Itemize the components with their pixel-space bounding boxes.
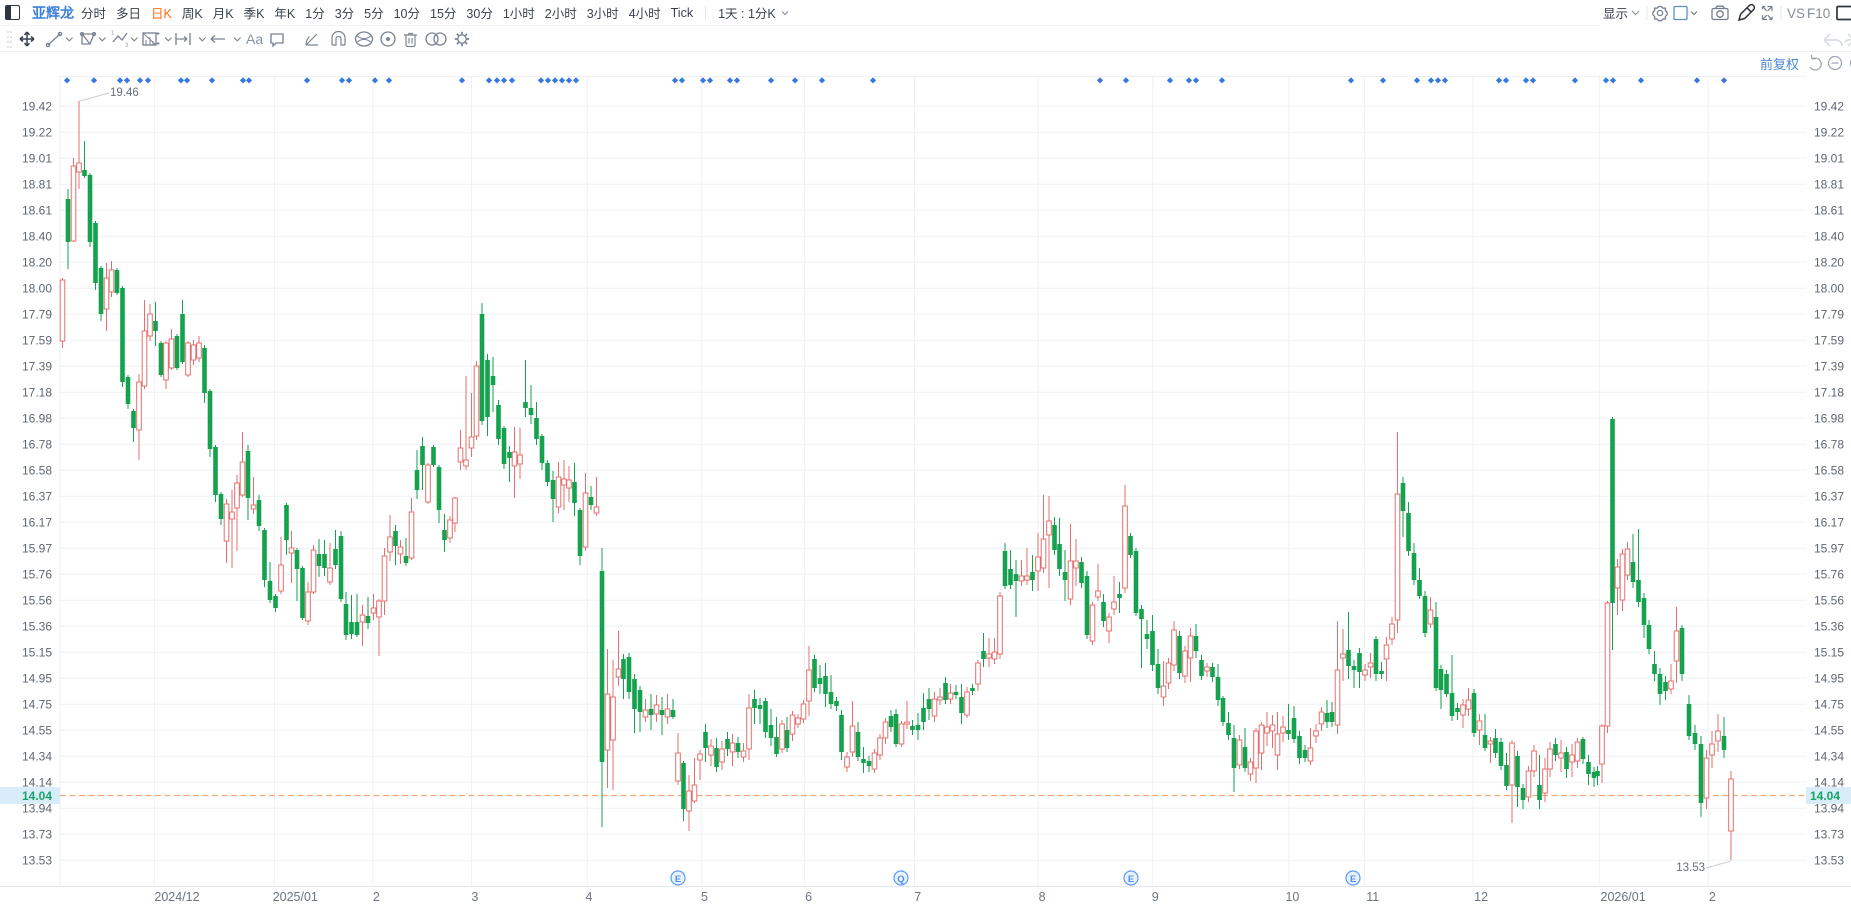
svg-text:18.20: 18.20 — [1814, 256, 1844, 270]
svg-text:17.59: 17.59 — [1814, 334, 1844, 348]
svg-text:14.75: 14.75 — [22, 698, 52, 712]
svg-text:10: 10 — [1285, 890, 1299, 904]
svg-text:F10: F10 — [1807, 6, 1830, 21]
svg-text:15.15: 15.15 — [22, 646, 52, 660]
svg-text:15.56: 15.56 — [22, 594, 52, 608]
svg-text:14.55: 14.55 — [22, 724, 52, 738]
svg-text:18.81: 18.81 — [22, 178, 52, 192]
svg-text:17.39: 17.39 — [22, 360, 52, 374]
svg-text:15.56: 15.56 — [1814, 594, 1844, 608]
svg-text:11: 11 — [1366, 890, 1379, 904]
svg-text:14.55: 14.55 — [1814, 724, 1844, 738]
svg-text:14.14: 14.14 — [1814, 776, 1844, 790]
svg-text:14.04: 14.04 — [1810, 789, 1840, 803]
svg-text:显示: 显示 — [1603, 7, 1628, 21]
svg-text:17.18: 17.18 — [22, 386, 52, 400]
svg-text:14.75: 14.75 — [1814, 698, 1844, 712]
svg-text:16.98: 16.98 — [22, 412, 52, 426]
svg-text:19.01: 19.01 — [1814, 152, 1844, 166]
svg-text:15.36: 15.36 — [1814, 620, 1844, 634]
svg-text:16.78: 16.78 — [22, 438, 52, 452]
svg-text:13.53: 13.53 — [1676, 862, 1705, 874]
svg-text:13.53: 13.53 — [1814, 854, 1844, 868]
svg-text:16.37: 16.37 — [22, 490, 52, 504]
svg-text:13.73: 13.73 — [1814, 828, 1844, 842]
svg-text:16.37: 16.37 — [1814, 490, 1844, 504]
svg-text:13.73: 13.73 — [22, 828, 52, 842]
svg-text:1: 1 — [111, 31, 115, 37]
svg-text:Aa: Aa — [246, 31, 263, 47]
svg-text:2: 2 — [373, 890, 380, 904]
svg-text:14.14: 14.14 — [22, 776, 52, 790]
svg-text:18.81: 18.81 — [1814, 178, 1844, 192]
svg-text:18.61: 18.61 — [1814, 204, 1844, 218]
svg-text:19.42: 19.42 — [22, 100, 52, 114]
svg-text:18.00: 18.00 — [1814, 282, 1844, 296]
svg-text:6: 6 — [805, 890, 812, 904]
svg-text:15.97: 15.97 — [1814, 542, 1844, 556]
svg-text:19.01: 19.01 — [22, 152, 52, 166]
svg-text:2026/01: 2026/01 — [1601, 890, 1646, 904]
svg-text:4: 4 — [586, 890, 593, 904]
svg-text:12: 12 — [1474, 890, 1488, 904]
svg-text:2025/01: 2025/01 — [273, 890, 318, 904]
svg-text:13.94: 13.94 — [22, 802, 52, 816]
svg-text:16.98: 16.98 — [1814, 412, 1844, 426]
svg-text:Q: Q — [897, 874, 904, 885]
svg-text:9: 9 — [1152, 890, 1159, 904]
svg-text:17.39: 17.39 — [1814, 360, 1844, 374]
svg-text:E: E — [1128, 874, 1134, 885]
svg-text:16.58: 16.58 — [22, 464, 52, 478]
svg-text:E: E — [675, 874, 681, 885]
svg-text:13.53: 13.53 — [22, 854, 52, 868]
svg-text:16.17: 16.17 — [22, 516, 52, 530]
svg-text:14.34: 14.34 — [22, 750, 52, 764]
svg-text:15.15: 15.15 — [1814, 646, 1844, 660]
svg-text:13.94: 13.94 — [1814, 802, 1844, 816]
svg-text:15.76: 15.76 — [22, 568, 52, 582]
svg-text:18.00: 18.00 — [22, 282, 52, 296]
svg-text:VS: VS — [1787, 6, 1805, 21]
svg-text:17.79: 17.79 — [22, 308, 52, 322]
svg-text:5: 5 — [701, 890, 708, 904]
svg-text:14.04: 14.04 — [22, 789, 52, 803]
svg-text:3: 3 — [471, 890, 478, 904]
svg-text:16.17: 16.17 — [1814, 516, 1844, 530]
svg-text:15.36: 15.36 — [22, 620, 52, 634]
svg-text:14.95: 14.95 — [22, 672, 52, 686]
svg-text:14.34: 14.34 — [1814, 750, 1844, 764]
svg-text:19.46: 19.46 — [110, 87, 139, 99]
svg-text:17.59: 17.59 — [22, 334, 52, 348]
svg-text:18.20: 18.20 — [22, 256, 52, 270]
svg-text:7: 7 — [914, 890, 921, 904]
svg-text:2024/12: 2024/12 — [154, 890, 199, 904]
svg-text:2: 2 — [1709, 890, 1716, 904]
svg-text:17.18: 17.18 — [1814, 386, 1844, 400]
svg-text:16.78: 16.78 — [1814, 438, 1844, 452]
svg-text:14.95: 14.95 — [1814, 672, 1844, 686]
svg-text:18.61: 18.61 — [22, 204, 52, 218]
svg-text:15.76: 15.76 — [1814, 568, 1844, 582]
svg-text:8: 8 — [1039, 890, 1046, 904]
svg-text:前复权: 前复权 — [1760, 57, 1799, 72]
svg-text:3: 3 — [125, 43, 129, 49]
svg-text:19.22: 19.22 — [1814, 126, 1844, 140]
svg-text:E: E — [1350, 874, 1356, 885]
svg-text:19.42: 19.42 — [1814, 100, 1844, 114]
svg-text:18.40: 18.40 — [22, 230, 52, 244]
svg-text:18.40: 18.40 — [1814, 230, 1844, 244]
svg-text:19.22: 19.22 — [22, 126, 52, 140]
svg-text:17.79: 17.79 — [1814, 308, 1844, 322]
svg-text:15.97: 15.97 — [22, 542, 52, 556]
svg-text:16.58: 16.58 — [1814, 464, 1844, 478]
